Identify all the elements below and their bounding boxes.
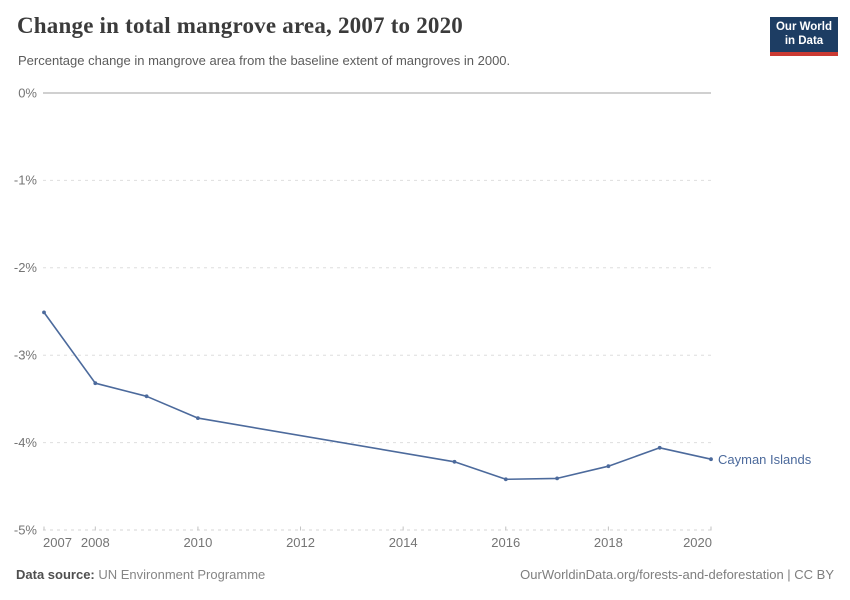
- data-point-2009[interactable]: [144, 394, 149, 399]
- x-tick-label: 2008: [81, 535, 110, 550]
- x-tick-label: 2020: [683, 535, 712, 550]
- data-line[interactable]: [43, 311, 712, 481]
- data-source: Data source: UN Environment Programme: [16, 567, 265, 582]
- y-tick-label: -4%: [14, 435, 38, 450]
- y-tick-label: -3%: [14, 347, 38, 362]
- y-tick-label: -5%: [14, 522, 38, 537]
- data-point-2008[interactable]: [93, 381, 98, 386]
- chart-title: Change in total mangrove area, 2007 to 2…: [17, 13, 464, 38]
- owid-logo-line2: in Data: [784, 34, 824, 47]
- x-axis: 2007 2008 2010 2012 2014 2016 2018 2020: [43, 526, 712, 550]
- data-point-2019[interactable]: [657, 445, 662, 450]
- data-source-value: UN Environment Programme: [98, 567, 266, 582]
- x-tick-label: 2014: [389, 535, 418, 550]
- series-cayman-islands[interactable]: Cayman Islands: [42, 310, 812, 482]
- y-axis-labels: 0% -1% -2% -3% -4% -5%: [14, 85, 38, 537]
- y-tick-label: -2%: [14, 260, 38, 275]
- x-tick-label: 2007: [43, 535, 72, 550]
- y-tick-label: -1%: [14, 173, 38, 188]
- chart-subtitle: Percentage change in mangrove area from …: [18, 53, 511, 68]
- data-source-label: Data source:: [16, 567, 95, 582]
- data-point-2020[interactable]: [709, 457, 713, 462]
- x-tick-label: 2012: [286, 535, 315, 550]
- gridlines: [43, 92, 711, 444]
- data-point-2007[interactable]: [42, 310, 46, 315]
- data-point-2016[interactable]: [503, 477, 508, 482]
- credit-link[interactable]: OurWorldinData.org/forests-and-deforesta…: [520, 567, 834, 582]
- data-point-2010[interactable]: [196, 416, 200, 420]
- entity-label[interactable]: Cayman Islands: [718, 452, 812, 467]
- data-point-2018[interactable]: [606, 464, 611, 469]
- owid-logo[interactable]: Our World in Data: [770, 17, 838, 56]
- x-tick-label: 2010: [183, 535, 212, 550]
- owid-logo-line1: Our World: [775, 21, 832, 33]
- x-tick-label: 2018: [594, 535, 623, 550]
- data-point-2017[interactable]: [555, 476, 559, 481]
- data-point-2015[interactable]: [452, 459, 457, 464]
- x-tick-label: 2016: [491, 535, 520, 550]
- y-tick-label: 0%: [18, 85, 37, 100]
